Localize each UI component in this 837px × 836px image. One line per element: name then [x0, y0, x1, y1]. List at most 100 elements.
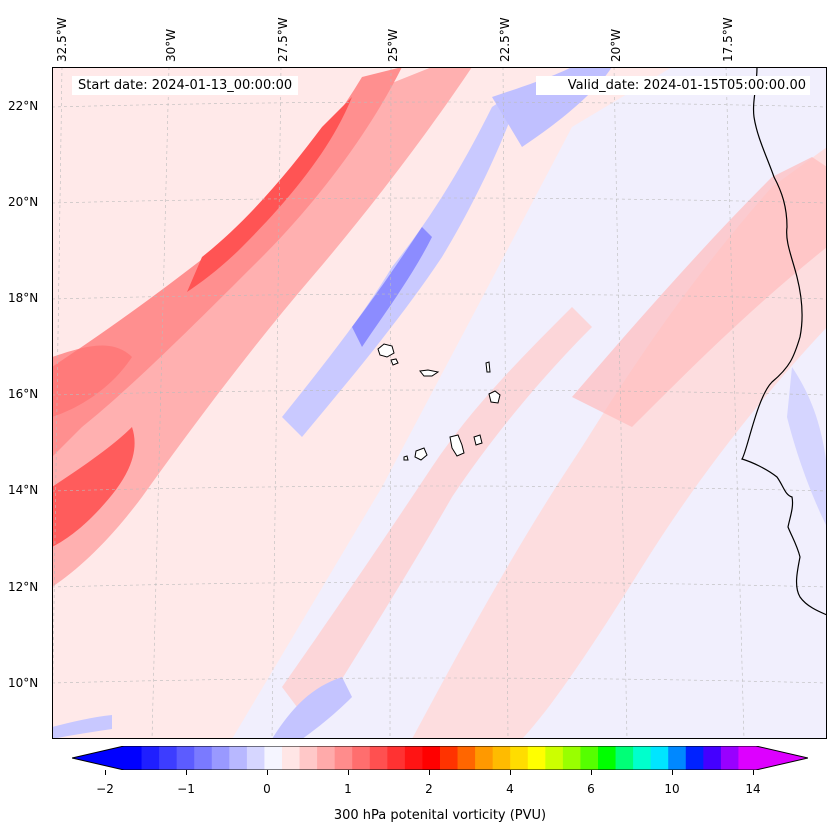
- lat-label-10n: 10°N: [8, 676, 39, 690]
- colorbar-segment: [440, 746, 459, 770]
- gridline-18n: [52, 293, 827, 300]
- island-sal: [485, 361, 491, 373]
- colorbar-segment: [527, 746, 546, 770]
- colorbar-segment: [633, 746, 652, 770]
- colorbar-segment: [615, 746, 634, 770]
- colorbar-tick-label: 0: [263, 782, 271, 796]
- lat-label-22n: 22°N: [8, 99, 39, 113]
- lat-label-14n: 14°N: [8, 483, 39, 497]
- colorbar-segment: [562, 746, 581, 770]
- colorbar-segment: [211, 746, 230, 770]
- colorbar-label: 300 hPa potenital vorticity (PVU): [333, 808, 547, 823]
- gridline-30w: [151, 67, 170, 739]
- lat-label-12n: 12°N: [8, 580, 39, 594]
- colorbar-segment: [422, 746, 441, 770]
- pv-field-pink-band-ne: [572, 157, 827, 427]
- colorbar-tick-label: 1: [344, 782, 352, 796]
- colorbar-tickmark: [510, 770, 511, 775]
- lat-label-18n: 18°N: [8, 291, 39, 305]
- colorbar-segment: [124, 746, 143, 770]
- island-sao-nicolau: [419, 369, 440, 377]
- colorbar-extend-min: [72, 746, 124, 770]
- colorbar-segment: [510, 746, 529, 770]
- colorbar-segment: [352, 746, 371, 770]
- island-santiago: [449, 434, 465, 457]
- gridline-27-5w: [271, 67, 282, 739]
- colorbar-segment: [176, 746, 195, 770]
- colorbar-segment: [194, 746, 213, 770]
- coastline-west-africa: [741, 67, 827, 616]
- pv-map: [52, 67, 827, 739]
- pv-field-pink-band-mid: [282, 307, 592, 727]
- island-brava: [403, 455, 409, 461]
- pv-field-red-patch-sw-outer: [52, 345, 132, 417]
- gridline-16n: [52, 389, 827, 396]
- colorbar-tickmark: [753, 770, 754, 775]
- colorbar-segment: [457, 746, 476, 770]
- map-frame: [52, 67, 827, 739]
- colorbar-segment: [404, 746, 423, 770]
- pv-field-blue-strip-south: [52, 715, 112, 739]
- pv-field-red-jet-outer: [52, 67, 472, 587]
- lon-label-27-5w: 27.5°W: [276, 17, 290, 62]
- colorbar-segment: [545, 746, 564, 770]
- pv-field-red-jet-core: [187, 97, 352, 292]
- gridline-22-5w: [502, 67, 509, 739]
- colorbar-tickmark: [105, 770, 106, 775]
- colorbar-segment: [650, 746, 669, 770]
- lon-label-32-5w: 32.5°W: [55, 17, 69, 62]
- colorbar: [72, 746, 808, 770]
- colorbar-segment: [299, 746, 318, 770]
- colorbar-segment: [685, 746, 704, 770]
- island-maio: [473, 434, 483, 446]
- gridline-17-5w: [725, 67, 745, 739]
- colorbar-tick-label: 14: [745, 782, 761, 796]
- pv-field-red-patch-sw: [52, 427, 135, 547]
- colorbar-segment: [334, 746, 353, 770]
- colorbar-extend-max: [756, 746, 808, 770]
- colorbar-segment: [317, 746, 336, 770]
- gridline-20w: [613, 67, 628, 739]
- colorbar-tick-label: 4: [506, 782, 514, 796]
- colorbar-segment: [668, 746, 687, 770]
- colorbar-tickmark: [672, 770, 673, 775]
- lon-label-22-5w: 22.5°W: [498, 17, 512, 62]
- valid-date-label: Valid_date: 2024-01-15T05:00:00.00: [536, 76, 810, 95]
- gridline-22n: [52, 101, 827, 108]
- gridline-12n: [52, 581, 827, 588]
- lon-label-25w: 25°W: [386, 28, 400, 62]
- colorbar-tick-label: −1: [177, 782, 195, 796]
- gridline-25w: [389, 67, 392, 739]
- colorbar-tickmark: [429, 770, 430, 775]
- gridline-10n: [52, 677, 827, 684]
- colorbar-tick-label: 10: [664, 782, 680, 796]
- colorbar-segment: [369, 746, 388, 770]
- lon-label-30w: 30°W: [164, 28, 178, 62]
- colorbar-segment: [141, 746, 160, 770]
- lat-label-20n: 20°N: [8, 195, 39, 209]
- pv-field-blue-patch-south: [272, 677, 352, 739]
- lon-label-17-5w: 17.5°W: [721, 17, 735, 62]
- lat-label-16n: 16°N: [8, 387, 39, 401]
- gridline-20n: [52, 197, 827, 204]
- colorbar-segment: [229, 746, 248, 770]
- colorbar-segment: [387, 746, 406, 770]
- colorbar-segment: [703, 746, 722, 770]
- colorbar-segment: [738, 746, 757, 770]
- pv-field-red-jet-mid: [52, 67, 402, 457]
- colorbar-tick-label: −2: [96, 782, 114, 796]
- colorbar-segment: [159, 746, 178, 770]
- colorbar-tick-label: 2: [425, 782, 433, 796]
- island-sao-vicente: [390, 358, 399, 366]
- colorbar-segment: [282, 746, 301, 770]
- colorbar-segment: [492, 746, 511, 770]
- lon-label-20w: 20°W: [609, 28, 623, 62]
- pv-field-blue-patch-se: [787, 367, 827, 527]
- colorbar-tickmark: [186, 770, 187, 775]
- colorbar-tick-label: 6: [587, 782, 595, 796]
- colorbar-segment: [580, 746, 599, 770]
- island-boa-vista: [488, 390, 501, 404]
- colorbar-tickmark: [591, 770, 592, 775]
- colorbar-tickmark: [348, 770, 349, 775]
- gridline-32-5w: [52, 67, 63, 739]
